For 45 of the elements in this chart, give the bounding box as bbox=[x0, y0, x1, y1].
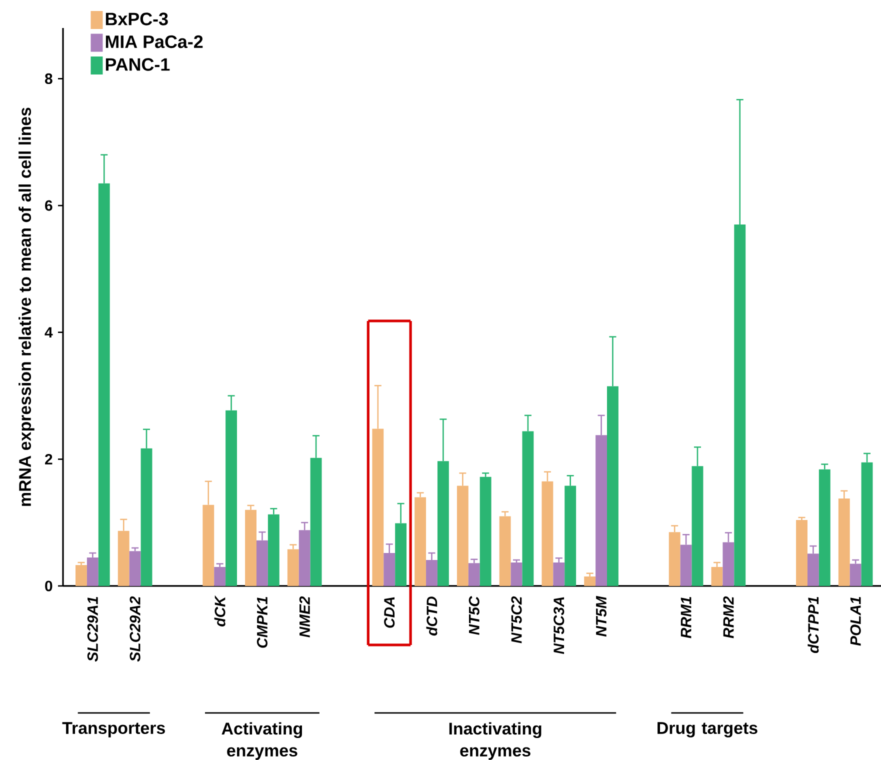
bar bbox=[468, 563, 480, 586]
text: Activating enzymes bbox=[222, 722, 302, 760]
text: Inactivating enzymes bbox=[449, 722, 542, 760]
legend-label: PANC-1 bbox=[106, 58, 170, 71]
y-axis-title: mRNA expression relative to mean of all cell lines bbox=[18, 108, 34, 506]
x-tick-label: dCTD bbox=[426, 596, 438, 636]
y-tick-label: 6 bbox=[45, 200, 52, 211]
bar bbox=[480, 476, 492, 586]
x-tick-label: CDA bbox=[384, 597, 395, 628]
bar bbox=[76, 565, 87, 586]
x-tick-label: NT5C bbox=[468, 596, 480, 635]
y-tick-label: 2 bbox=[45, 454, 52, 464]
bar bbox=[214, 566, 226, 586]
x-tick-label: SLC29A2 bbox=[130, 596, 140, 662]
x-tick-label: RRM1 bbox=[680, 596, 692, 638]
bar bbox=[850, 564, 862, 586]
x-tick-label: NT5C3A bbox=[554, 597, 564, 654]
x-tick-label: CMPK1 bbox=[256, 596, 268, 648]
bar bbox=[414, 497, 426, 586]
bar bbox=[86, 557, 98, 586]
y-tick-label: 4 bbox=[44, 327, 53, 338]
bar bbox=[287, 549, 299, 586]
bar bbox=[711, 566, 723, 586]
x-tick-label: SLC29A1 bbox=[87, 596, 98, 662]
bar bbox=[499, 516, 511, 586]
text: Drug targets bbox=[658, 722, 758, 738]
bar bbox=[245, 510, 256, 586]
x-tick-label: NT5M bbox=[596, 596, 606, 637]
bar bbox=[818, 469, 830, 586]
y-tick-label: 8 bbox=[44, 73, 52, 84]
x-tick-label: NME2 bbox=[299, 596, 310, 638]
bar bbox=[510, 562, 522, 586]
x-tick-label: RRM2 bbox=[723, 596, 734, 638]
x-tick-label: dCK bbox=[214, 595, 226, 626]
x-tick-label: NT5C2 bbox=[511, 596, 522, 644]
x-tick-label: POLA1 bbox=[850, 596, 861, 646]
bar bbox=[129, 551, 141, 586]
bar bbox=[553, 562, 565, 586]
legend-label: MIA PaCa-2 bbox=[106, 35, 203, 48]
x-tick-label: dCTPP1 bbox=[808, 596, 819, 654]
y-tick-label: 0 bbox=[45, 580, 52, 592]
bar bbox=[796, 520, 808, 586]
bar bbox=[584, 576, 596, 586]
legend-label: BxPC-3 bbox=[106, 12, 168, 26]
text: Transporters bbox=[62, 722, 165, 738]
